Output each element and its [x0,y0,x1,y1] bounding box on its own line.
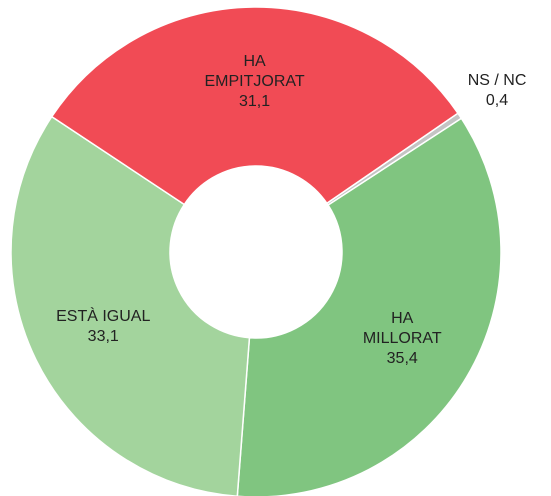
slice-label: ESTÀ IGUAL [56,306,150,325]
slice-label: EMPITJORAT [204,73,304,90]
donut-slice [10,115,251,496]
value-label: 35,4 [387,350,418,367]
slice-label: HA [243,53,266,70]
value-label: 31,1 [239,93,270,110]
slice-label: NS / NC [468,72,527,89]
value-label: 33,1 [88,328,119,345]
value-label: 0,4 [486,92,508,109]
slice-label: HA [391,310,414,327]
donut-slice [236,117,502,496]
slice-label: MILLORAT [363,330,442,347]
donut-slice [50,6,459,206]
